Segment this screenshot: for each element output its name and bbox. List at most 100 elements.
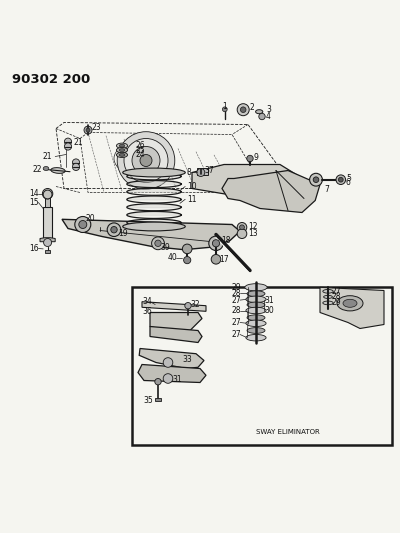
Ellipse shape (256, 110, 263, 114)
Polygon shape (150, 327, 202, 343)
Text: 34: 34 (142, 297, 152, 306)
Text: 11: 11 (187, 195, 196, 204)
Ellipse shape (324, 295, 332, 298)
Circle shape (79, 221, 87, 229)
Text: 5: 5 (346, 174, 351, 183)
Polygon shape (192, 165, 304, 197)
Circle shape (111, 227, 117, 233)
Text: 28: 28 (232, 306, 242, 315)
Ellipse shape (245, 284, 267, 291)
Ellipse shape (119, 144, 125, 147)
Circle shape (313, 177, 319, 182)
Circle shape (197, 168, 205, 176)
Polygon shape (138, 365, 206, 383)
Polygon shape (62, 219, 240, 249)
Text: 12: 12 (248, 222, 258, 231)
Bar (155, 398, 161, 400)
Text: 27: 27 (232, 330, 242, 339)
Text: 30: 30 (264, 306, 274, 315)
Circle shape (64, 143, 72, 150)
Circle shape (336, 175, 346, 184)
Ellipse shape (323, 289, 333, 293)
Text: 28: 28 (232, 289, 242, 298)
Text: 8: 8 (186, 167, 191, 176)
Text: 4: 4 (266, 111, 271, 120)
Circle shape (182, 244, 192, 254)
Text: 29: 29 (232, 283, 242, 292)
Polygon shape (150, 312, 202, 335)
Ellipse shape (51, 168, 65, 173)
Bar (197, 168, 208, 175)
Circle shape (247, 155, 253, 161)
Bar (43, 207, 52, 240)
Polygon shape (320, 287, 384, 328)
Ellipse shape (43, 166, 49, 171)
Bar (45, 196, 50, 207)
Ellipse shape (123, 168, 185, 177)
Ellipse shape (247, 328, 265, 333)
Circle shape (84, 126, 92, 134)
Circle shape (86, 128, 90, 132)
Circle shape (72, 163, 80, 171)
Text: 29: 29 (331, 298, 341, 307)
Text: 22: 22 (33, 165, 42, 174)
Ellipse shape (246, 307, 266, 314)
Ellipse shape (116, 143, 128, 148)
Circle shape (117, 132, 175, 189)
Text: 6: 6 (346, 178, 351, 187)
Text: 40: 40 (167, 253, 177, 262)
Text: 23: 23 (91, 123, 101, 132)
Ellipse shape (246, 335, 266, 341)
Circle shape (237, 229, 247, 238)
Text: 31: 31 (173, 375, 182, 384)
Text: 25: 25 (136, 146, 146, 155)
Text: 1: 1 (222, 102, 227, 111)
Text: SWAY ELIMINATOR: SWAY ELIMINATOR (256, 430, 320, 435)
Circle shape (240, 107, 246, 112)
Circle shape (43, 190, 52, 199)
Text: 31: 31 (264, 296, 274, 304)
Text: 36: 36 (142, 307, 152, 316)
Text: 9: 9 (254, 153, 259, 162)
Circle shape (64, 138, 72, 146)
Circle shape (72, 159, 80, 166)
Text: 26: 26 (136, 141, 146, 150)
Ellipse shape (247, 302, 265, 308)
Ellipse shape (246, 320, 266, 327)
Circle shape (124, 139, 168, 182)
Circle shape (240, 225, 244, 230)
Circle shape (185, 303, 191, 309)
Text: 27: 27 (232, 318, 242, 327)
Circle shape (310, 173, 322, 186)
Ellipse shape (119, 154, 125, 156)
Ellipse shape (337, 296, 363, 311)
Text: 21: 21 (42, 152, 52, 161)
Circle shape (132, 147, 160, 174)
Text: 32: 32 (190, 300, 200, 309)
Polygon shape (139, 349, 204, 368)
Circle shape (211, 254, 221, 264)
Ellipse shape (247, 291, 265, 296)
Circle shape (259, 114, 265, 120)
Circle shape (163, 374, 173, 383)
Text: 37: 37 (204, 166, 214, 175)
Ellipse shape (246, 296, 266, 303)
Circle shape (237, 104, 249, 116)
Text: 15: 15 (30, 198, 39, 207)
Circle shape (155, 240, 161, 246)
Text: 28: 28 (331, 293, 341, 301)
Text: 3: 3 (266, 105, 271, 114)
Circle shape (163, 358, 173, 367)
Ellipse shape (116, 152, 128, 157)
Circle shape (140, 155, 152, 166)
Text: 13: 13 (248, 229, 258, 238)
Ellipse shape (122, 146, 166, 172)
Text: 17: 17 (219, 255, 229, 264)
Text: 27: 27 (331, 287, 341, 296)
Circle shape (338, 177, 343, 182)
Ellipse shape (247, 315, 265, 320)
Circle shape (152, 237, 164, 249)
Ellipse shape (323, 301, 333, 305)
Circle shape (209, 236, 223, 251)
Circle shape (75, 216, 91, 232)
